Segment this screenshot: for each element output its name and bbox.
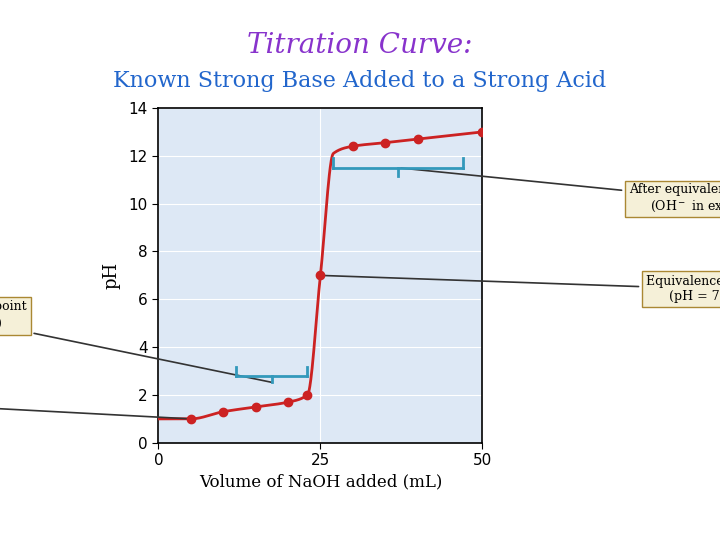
X-axis label: Volume of NaOH added (mL): Volume of NaOH added (mL) bbox=[199, 474, 442, 491]
Text: After equivalence point
(OH$^-$ in excess): After equivalence point (OH$^-$ in exces… bbox=[401, 168, 720, 213]
Text: Known Strong Base Added to a Strong Acid: Known Strong Base Added to a Strong Acid bbox=[113, 70, 607, 92]
Text: Equivalence point
(pH = 7.0): Equivalence point (pH = 7.0) bbox=[323, 275, 720, 303]
Text: Titration Curve:: Titration Curve: bbox=[247, 32, 473, 59]
Text: Before equivalence point
(H$_3$O$^+$ in excess): Before equivalence point (H$_3$O$^+$ in … bbox=[0, 300, 272, 382]
Y-axis label: pH: pH bbox=[102, 262, 120, 289]
Text: Initial pH: Initial pH bbox=[0, 400, 188, 419]
